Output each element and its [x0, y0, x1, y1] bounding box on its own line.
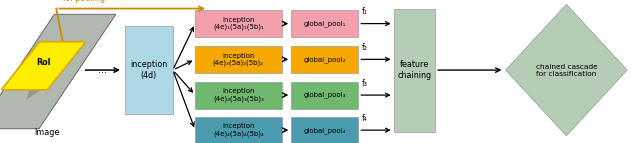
Polygon shape [506, 4, 627, 136]
Text: inception
(4e)₁(5a)₁(5b)₁: inception (4e)₁(5a)₁(5b)₁ [213, 17, 264, 30]
Polygon shape [26, 43, 67, 100]
Text: feature
chaining: feature chaining [397, 60, 431, 80]
Text: inception
(4d): inception (4d) [130, 60, 168, 80]
FancyBboxPatch shape [195, 82, 282, 109]
Text: f₁: f₁ [362, 7, 367, 16]
FancyBboxPatch shape [195, 117, 282, 143]
Text: inception
(4e)₂(5a)₂(5b)₂: inception (4e)₂(5a)₂(5b)₂ [213, 53, 264, 66]
Text: Image: Image [34, 128, 60, 137]
Text: roi-pooling: roi-pooling [63, 0, 106, 3]
Text: inception
(4e)₃(5a)₃(5b)₃: inception (4e)₃(5a)₃(5b)₃ [213, 88, 264, 102]
Text: f₄: f₄ [362, 114, 367, 123]
Text: global_pool₄: global_pool₄ [303, 127, 346, 134]
Text: f₃: f₃ [362, 79, 367, 88]
Polygon shape [1, 42, 86, 90]
FancyBboxPatch shape [195, 46, 282, 73]
Text: inception
(4e)₄(5a)₄(5b)₄: inception (4e)₄(5a)₄(5b)₄ [213, 123, 264, 137]
Polygon shape [0, 14, 116, 129]
Text: global_pool₂: global_pool₂ [303, 56, 346, 63]
FancyBboxPatch shape [125, 26, 173, 114]
FancyBboxPatch shape [291, 10, 358, 37]
Text: global_pool₁: global_pool₁ [303, 20, 346, 27]
Text: RoI: RoI [36, 58, 51, 67]
Text: ...: ... [98, 66, 108, 75]
FancyBboxPatch shape [291, 46, 358, 73]
FancyBboxPatch shape [291, 117, 358, 143]
Text: f₂: f₂ [362, 43, 367, 52]
Text: chained cascade
for classification: chained cascade for classification [536, 64, 597, 77]
FancyBboxPatch shape [394, 9, 435, 132]
FancyBboxPatch shape [291, 82, 358, 109]
FancyBboxPatch shape [195, 10, 282, 37]
Text: global_pool₃: global_pool₃ [303, 92, 346, 99]
